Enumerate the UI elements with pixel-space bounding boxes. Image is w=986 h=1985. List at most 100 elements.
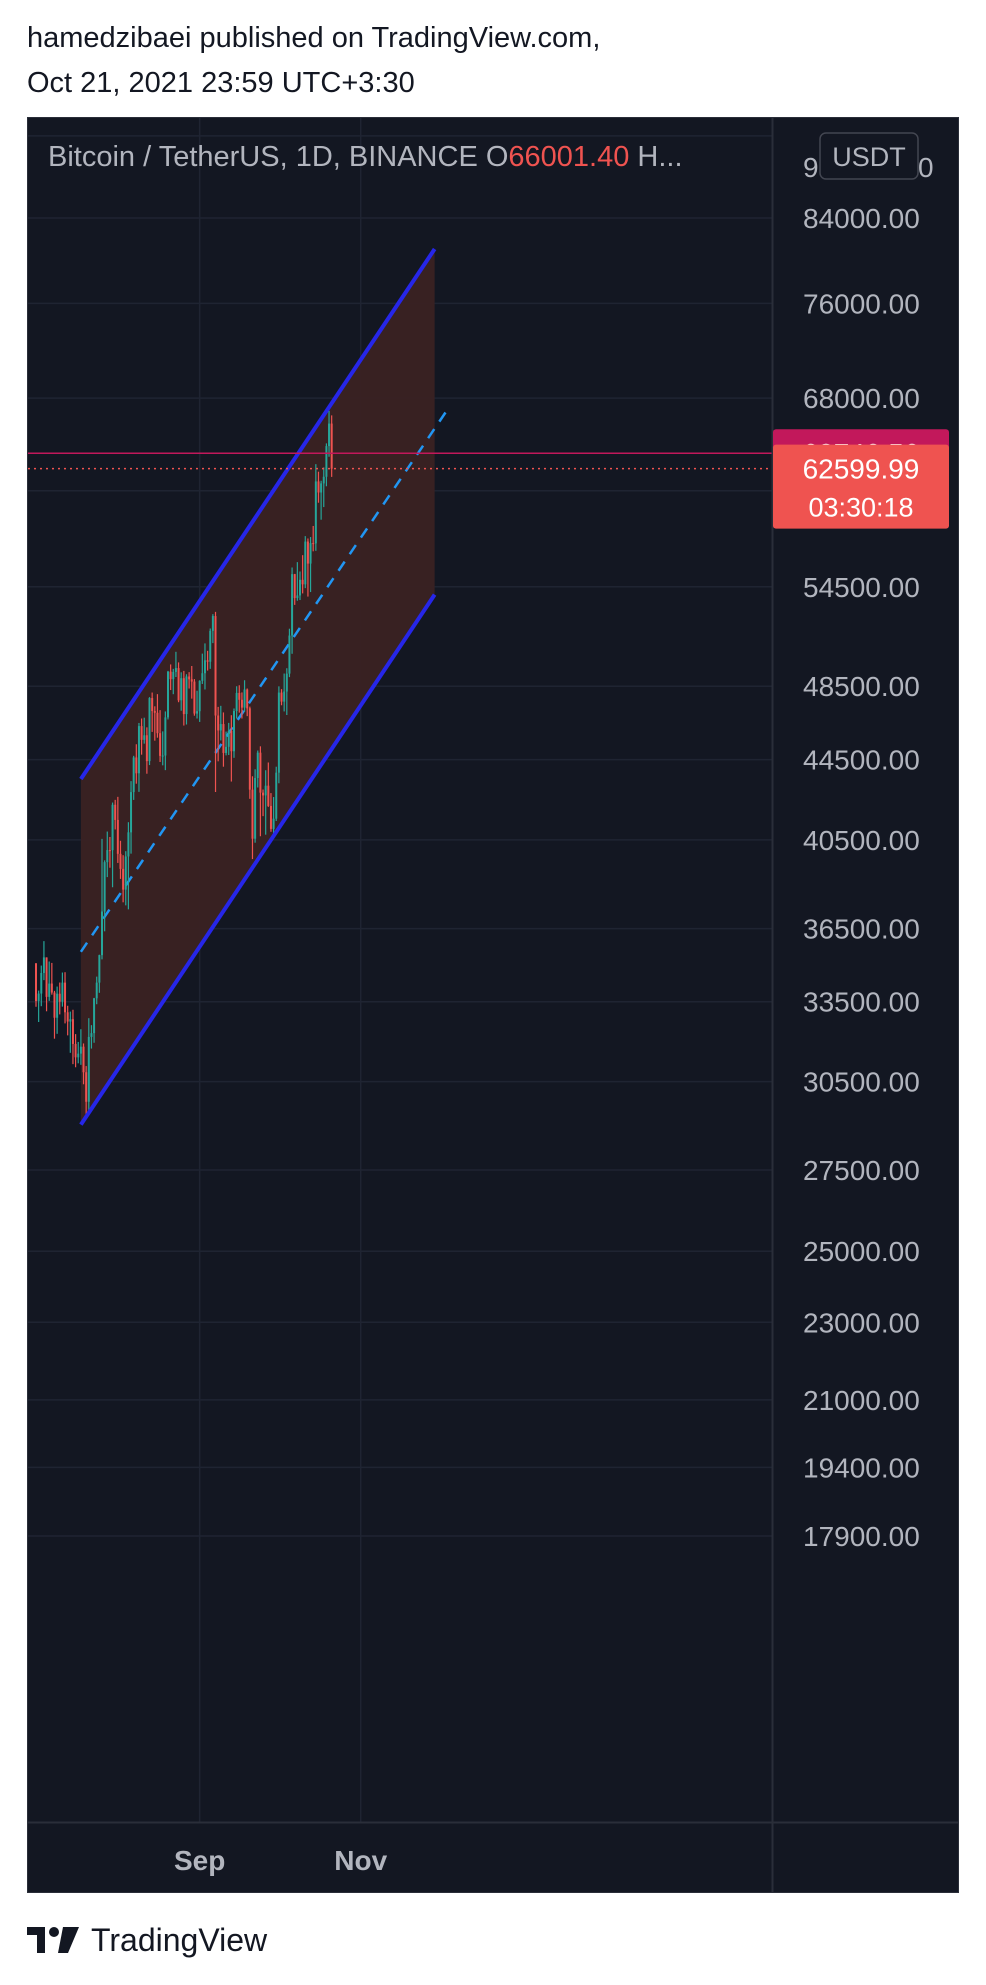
open-value: 66001.40 (508, 141, 629, 173)
price-tick-label: 30500.00 (803, 1067, 920, 1098)
tradingview-logo-icon (27, 1927, 79, 1953)
candle-body (328, 423, 331, 447)
candle-body (167, 671, 169, 718)
candle-body (283, 691, 286, 702)
candle-body (151, 698, 154, 712)
candle-body (277, 692, 280, 773)
candle-body (330, 423, 333, 469)
candle-body (153, 711, 156, 713)
price-tick-label: 25000.00 (803, 1236, 920, 1267)
candle-body (45, 957, 48, 997)
candle-body (256, 752, 259, 779)
candle-body (262, 792, 265, 796)
publish-date-line: Oct 21, 2021 23:59 UTC+3:30 (27, 67, 415, 99)
candle-body (130, 792, 133, 833)
candle-body (71, 1019, 74, 1044)
candle-body (48, 983, 51, 997)
candle-body (312, 543, 315, 545)
candle-body (56, 993, 59, 1018)
candle-body (280, 692, 283, 702)
candle-body (93, 998, 96, 1034)
candle-body (211, 616, 214, 631)
candle-body (77, 1053, 80, 1058)
candle-body (156, 712, 159, 734)
candle-body (148, 698, 151, 762)
candle-body (269, 805, 272, 829)
candle-body (66, 1012, 69, 1022)
candle-body (217, 715, 220, 731)
candle-body (322, 476, 325, 484)
candle-body (267, 785, 270, 806)
high-truncated: H... (629, 141, 682, 173)
candle-body (137, 726, 140, 774)
candle-body (53, 992, 56, 1018)
candle-body (222, 724, 225, 753)
candle-body (159, 733, 162, 756)
candle-body (87, 1036, 90, 1102)
tradingview-brand: TradingView (91, 1921, 268, 1958)
candle-body (254, 778, 257, 839)
candle-body (193, 681, 196, 714)
candle-body (203, 660, 206, 674)
price-tick-label: 9 (803, 152, 819, 183)
candle-body (299, 579, 301, 596)
countdown-label: 03:30:18 (808, 493, 913, 523)
symbol-title: Bitcoin / TetherUS, 1D, BINANCE O (48, 141, 508, 173)
candle-body (246, 689, 249, 709)
candle-body (114, 804, 117, 820)
candle-body (140, 726, 143, 740)
candle-body (106, 850, 109, 863)
candle-body (240, 699, 243, 708)
candle-body (219, 724, 222, 731)
candle-body (264, 785, 267, 796)
price-tick-label: 27500.00 (803, 1155, 920, 1186)
candle-body (238, 692, 241, 700)
candle-body (296, 595, 299, 599)
candle-body (177, 668, 180, 701)
price-chart[interactable]: 84000.00 76000.00 68000.00 54500.00 48500.00… (28, 118, 958, 1892)
candle-body (320, 483, 323, 493)
candle-body (233, 711, 235, 752)
candle-body (127, 832, 130, 857)
candle-body (40, 972, 43, 994)
candle-body (309, 543, 312, 564)
candle-body (301, 579, 304, 585)
candle-body (108, 850, 111, 852)
price-tick-label: 84000.00 (803, 203, 920, 234)
candle-body (190, 679, 193, 682)
candle-body (37, 993, 40, 1002)
candle-body (259, 752, 262, 793)
candle-body (291, 574, 294, 636)
channel-median-line (79, 407, 450, 953)
candle-body (306, 541, 309, 564)
candle-body (182, 678, 185, 715)
candles (35, 410, 333, 1117)
candle-body (248, 708, 251, 790)
candle-body (116, 819, 119, 854)
publisher-line: hamedzibaei published on TradingView.com… (27, 22, 601, 54)
candle-body (225, 746, 228, 753)
candle-body (64, 982, 67, 1013)
candle-body (143, 735, 146, 740)
chart-panel[interactable]: 84000.00 76000.00 68000.00 54500.00 48500.00… (27, 117, 959, 1893)
candle-body (90, 1033, 93, 1037)
candle-body (122, 868, 125, 890)
candle-body (111, 804, 114, 851)
candle-body (235, 692, 238, 712)
price-tick-label: 36500.00 (803, 914, 920, 945)
candle-body (119, 853, 122, 869)
price-tick-label: 76000.00 (803, 288, 920, 319)
candle-body (82, 1046, 85, 1073)
price-tick-label: 40500.00 (803, 825, 920, 856)
price-axis: 84000.00 76000.00 68000.00 54500.00 48500.00… (803, 152, 934, 1552)
candle-body (124, 856, 127, 890)
currency-badge (819, 132, 919, 180)
price-tick-label: 21000.00 (803, 1385, 920, 1416)
candle-body (251, 789, 254, 839)
candle-body (145, 735, 148, 762)
candle-body (196, 711, 199, 714)
price-tick-label: 44500.00 (803, 745, 920, 776)
candle-body (35, 963, 37, 1002)
price-tick-label: 54500.00 (803, 572, 920, 603)
candle-body (164, 717, 167, 756)
